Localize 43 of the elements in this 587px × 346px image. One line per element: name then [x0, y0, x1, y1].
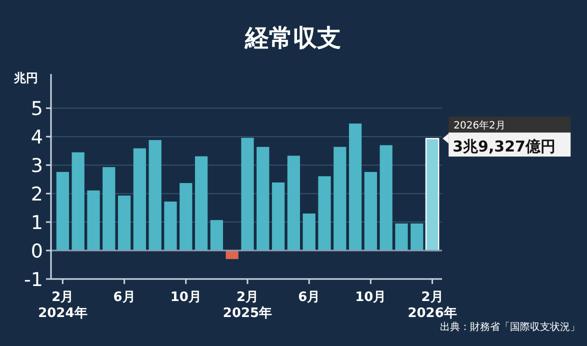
bar [164, 202, 177, 251]
bar [425, 138, 440, 252]
y-tick-label: 1 [30, 212, 43, 234]
x-tick-label: 2月 2026年 [408, 290, 457, 321]
bar [302, 214, 316, 251]
x-tick-label: 6月 [298, 290, 320, 305]
y-tick-label: -1 [24, 269, 43, 291]
x-tick-label: 10月 [170, 290, 202, 305]
x-tick-label: 2月 2025年 [222, 290, 272, 321]
bar [272, 182, 285, 251]
chart-title: 経常収支 [244, 24, 341, 52]
x-tick-label: 2月 2024年 [38, 290, 88, 321]
bar [410, 223, 424, 251]
bar [348, 124, 362, 251]
bar [287, 156, 300, 251]
bar [118, 196, 131, 251]
y-tick-label: 3 [30, 155, 43, 178]
y-tick-label: 0 [30, 240, 43, 263]
bar [334, 146, 346, 251]
x-tick-label: 6月 [113, 290, 136, 305]
bar [318, 176, 331, 251]
y-tick-label: 2 [30, 184, 43, 206]
bar [180, 183, 192, 251]
bar [87, 190, 100, 251]
bar [395, 223, 408, 251]
bar [148, 140, 162, 251]
x-tick-label: 10月 [355, 290, 386, 305]
annotation: 2026年2月 3兆9,327億円 [452, 120, 556, 156]
callout: 2026年2月 3兆9,327億円 [442, 116, 571, 157]
bar [380, 145, 392, 251]
bar [210, 220, 224, 251]
y-tick-label: 4 [30, 126, 43, 149]
bar [256, 146, 270, 251]
bar [72, 152, 84, 251]
y-axis-title: 兆円 [13, 71, 38, 85]
bar [102, 167, 116, 251]
y-tick-label: 5 [30, 98, 43, 120]
source-note: 出典：財務省「国際収支状況」 [440, 321, 580, 333]
bar [364, 172, 378, 251]
bar [194, 156, 208, 251]
bar [133, 148, 146, 251]
bar [56, 172, 70, 251]
bar [241, 138, 254, 251]
